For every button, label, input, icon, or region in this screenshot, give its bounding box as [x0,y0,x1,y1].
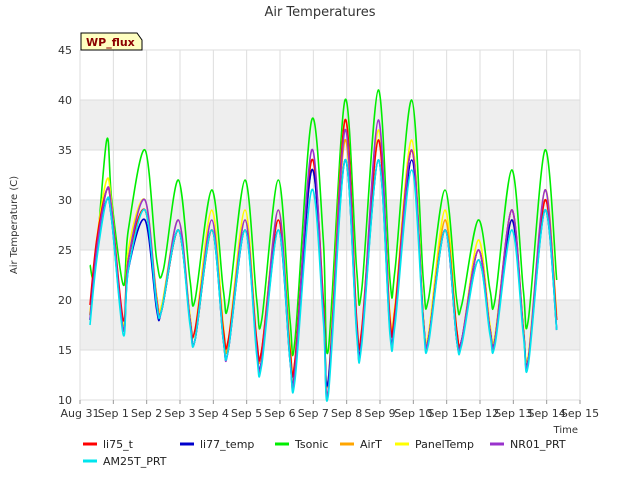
y-tick-label: 10 [58,394,72,407]
series-line-tsonic [89,89,558,357]
grid-band [80,100,580,150]
site-badge: WP_flux [80,32,143,51]
x-tick-label: Sep 11 [428,407,466,420]
y-tick-label: 25 [58,244,72,257]
legend-label-airt: AirT [360,438,382,451]
legend-label-am25t-prt: AM25T_PRT [103,455,167,468]
legend: li75_t li77_temp Tsonic AirT PanelTemp NR01_P… [83,438,566,468]
y-tick-label: 30 [58,194,72,207]
y-tick-label: 35 [58,144,72,157]
x-tick-label: Sep 7 [298,407,329,420]
x-tick-label: Sep 10 [394,407,432,420]
x-tick-label: Sep 1 [98,407,129,420]
x-tick-label: Sep 3 [164,407,195,420]
y-axis-ticks: 10 15 20 25 30 35 40 45 [58,44,72,407]
y-tick-label: 15 [58,344,72,357]
chart-title: Air Temperatures [264,5,375,20]
y-tick-label: 40 [58,94,72,107]
legend-label-li77-temp: li77_temp [200,438,254,451]
x-axis-label: Time [553,425,578,436]
plot-background [80,50,580,400]
x-tick-label: Sep 9 [364,407,395,420]
y-tick-label: 20 [58,294,72,307]
x-tick-label: Aug 31 [61,407,100,420]
y-axis-label: Air Temperature (C) [9,176,20,274]
legend-label-nr01-prt: NR01_PRT [510,438,566,451]
x-tick-label: Sep 5 [231,407,262,420]
legend-label-li75-t: li75_t [103,438,134,451]
x-tick-label: Sep 8 [331,407,362,420]
x-tick-label: Sep 13 [494,407,532,420]
grid-band [80,200,580,250]
x-tick-label: Sep 2 [131,407,162,420]
x-tick-label: Sep 6 [264,407,295,420]
legend-label-tsonic: Tsonic [294,438,328,451]
legend-label-paneltemp: PanelTemp [415,438,474,451]
site-badge-label: WP_flux [86,36,135,49]
series-lines [89,89,558,402]
y-tick-label: 45 [58,44,72,57]
x-tick-label: Sep 15 [561,407,599,420]
x-tick-label: Sep 4 [198,407,229,420]
x-tick-label: Sep 12 [461,407,499,420]
series-line-am25t-prt [89,159,558,402]
x-tick-label: Sep 14 [528,407,566,420]
